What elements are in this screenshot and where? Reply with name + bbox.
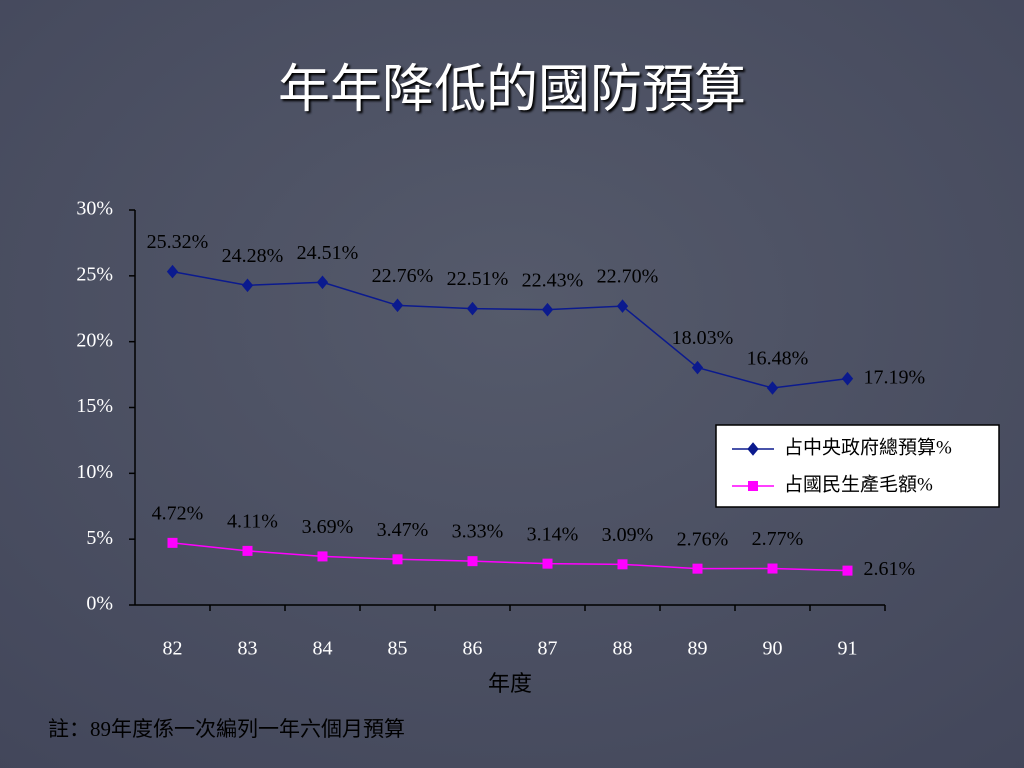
data-label: 4.72% <box>152 502 204 524</box>
chart-title: 年年降低的國防預算 <box>278 62 746 119</box>
y-tick-label: 10% <box>76 461 113 483</box>
data-label: 2.77% <box>752 528 804 550</box>
point <box>467 556 478 567</box>
point <box>691 360 704 375</box>
point <box>542 558 553 569</box>
data-label: 3.09% <box>602 524 654 546</box>
point <box>842 565 853 576</box>
point <box>747 442 759 456</box>
point <box>767 563 778 574</box>
data-label: 24.51% <box>297 242 359 264</box>
data-label: 22.51% <box>447 268 509 290</box>
data-label: 2.76% <box>677 528 729 550</box>
point <box>692 563 703 574</box>
x-tick-label: 91 <box>838 638 858 660</box>
data-label: 22.43% <box>522 269 584 291</box>
point <box>766 381 779 395</box>
point <box>391 298 404 313</box>
footnote: 註：89年度係一次編列一年六個月預算 <box>48 717 405 741</box>
series-line <box>172 270 848 389</box>
data-label: 24.28% <box>222 245 284 267</box>
data-label: 17.19% <box>864 366 926 388</box>
data-label: 25.32% <box>147 231 209 253</box>
point <box>167 537 178 548</box>
x-tick-label: 87 <box>538 638 558 660</box>
data-label: 18.03% <box>672 327 734 349</box>
point <box>541 302 554 317</box>
x-tick-label: 84 <box>313 638 333 660</box>
data-label: 22.76% <box>372 265 434 287</box>
point <box>616 299 629 313</box>
x-tick-label: 83 <box>238 638 258 660</box>
point <box>841 371 854 386</box>
y-tick-label: 25% <box>76 263 113 285</box>
x-tick-label: 90 <box>763 638 783 660</box>
point <box>392 554 403 565</box>
x-tick-label: 85 <box>388 638 408 660</box>
y-tick-label: 20% <box>76 329 113 351</box>
y-tick-label: 30% <box>76 198 113 220</box>
x-tick-label: 86 <box>463 638 483 660</box>
data-label: 2.61% <box>864 558 916 580</box>
point <box>748 481 758 491</box>
y-tick-label: 5% <box>86 527 113 549</box>
point <box>166 264 179 279</box>
point <box>241 278 254 293</box>
data-label: 3.33% <box>452 521 504 543</box>
data-label: 3.47% <box>377 519 429 541</box>
y-tick-label: 15% <box>76 395 113 417</box>
point <box>242 545 253 556</box>
data-label: 22.70% <box>597 266 659 288</box>
y-tick-label: 0% <box>86 593 113 615</box>
data-label: 4.11% <box>227 510 278 532</box>
x-axis-label: 年度 <box>488 671 532 696</box>
x-tick-label: 88 <box>613 638 633 660</box>
series-line <box>172 542 848 572</box>
legend-label: 占國民生產毛額% <box>784 473 933 495</box>
data-label: 3.69% <box>302 516 354 538</box>
x-tick-label: 89 <box>688 638 708 660</box>
legend-box <box>715 424 1000 508</box>
point <box>617 559 628 570</box>
legend-label: 占中央政府總預算% <box>784 436 952 458</box>
data-label: 16.48% <box>747 348 809 370</box>
data-label: 3.14% <box>527 523 579 545</box>
point <box>317 551 328 562</box>
point <box>466 301 479 316</box>
point <box>316 275 329 290</box>
x-tick-label: 82 <box>163 638 183 660</box>
